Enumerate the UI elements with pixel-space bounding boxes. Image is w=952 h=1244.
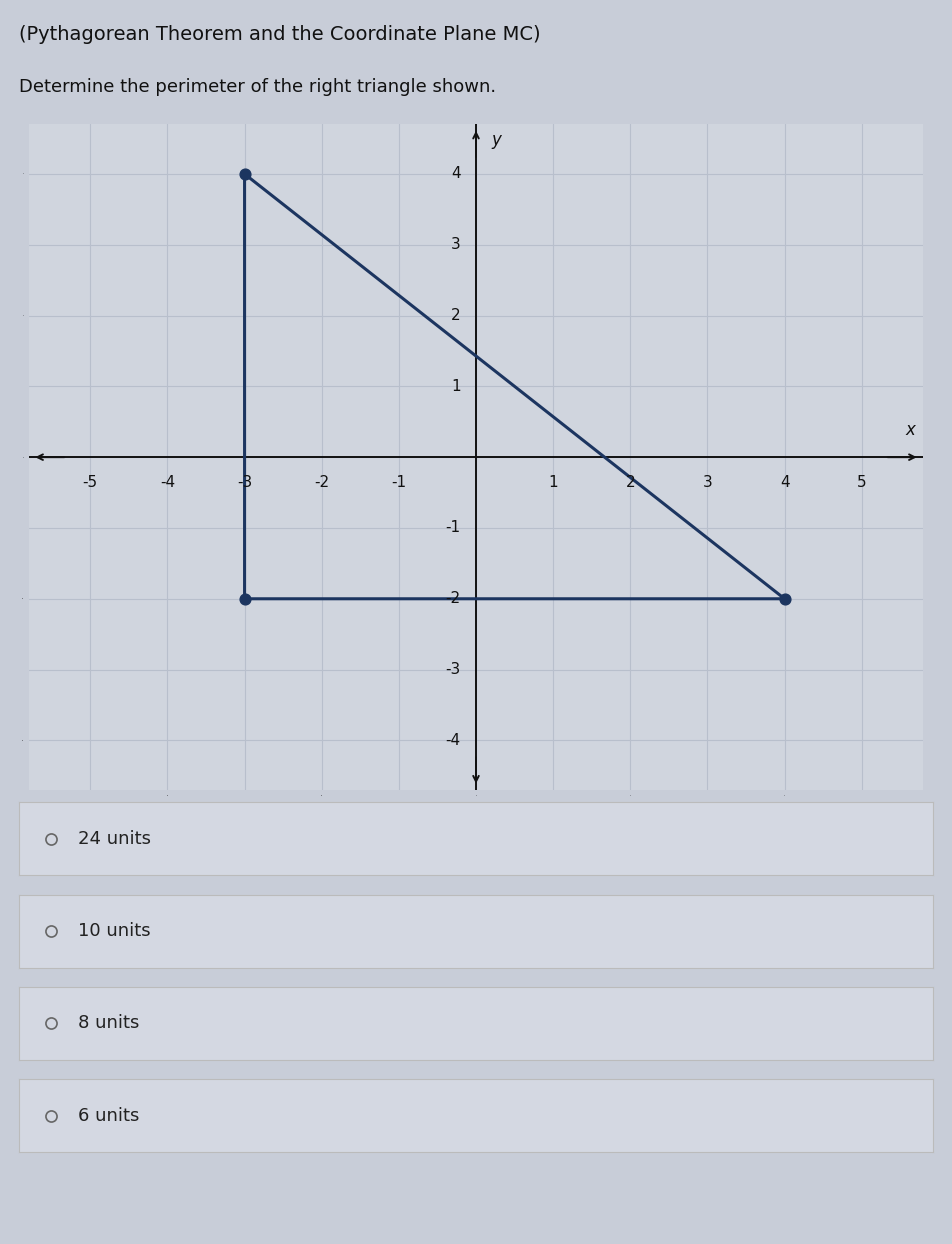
Text: -3: -3 <box>446 662 461 677</box>
Text: -4: -4 <box>446 733 461 748</box>
Text: 8 units: 8 units <box>78 1014 140 1033</box>
Text: -1: -1 <box>446 520 461 535</box>
Text: 4: 4 <box>780 475 789 490</box>
Text: (Pythagorean Theorem and the Coordinate Plane MC): (Pythagorean Theorem and the Coordinate … <box>19 25 541 44</box>
Text: x: x <box>906 422 916 439</box>
Text: 1: 1 <box>548 475 558 490</box>
Text: 3: 3 <box>451 238 461 253</box>
Text: 2: 2 <box>451 309 461 323</box>
Text: 6 units: 6 units <box>78 1107 140 1125</box>
Text: 5: 5 <box>857 475 866 490</box>
Text: -4: -4 <box>160 475 175 490</box>
Text: -3: -3 <box>237 475 252 490</box>
Text: y: y <box>491 132 502 149</box>
Point <box>237 588 252 608</box>
Text: 2: 2 <box>625 475 635 490</box>
Text: -2: -2 <box>446 591 461 606</box>
Text: -1: -1 <box>391 475 407 490</box>
Text: 24 units: 24 units <box>78 830 151 848</box>
Text: 1: 1 <box>451 379 461 394</box>
Text: 10 units: 10 units <box>78 922 151 940</box>
Text: -2: -2 <box>314 475 329 490</box>
Text: Determine the perimeter of the right triangle shown.: Determine the perimeter of the right tri… <box>19 78 496 96</box>
Text: 4: 4 <box>451 167 461 182</box>
Point <box>777 588 792 608</box>
Point <box>237 164 252 184</box>
Text: 3: 3 <box>703 475 712 490</box>
Text: -5: -5 <box>83 475 98 490</box>
